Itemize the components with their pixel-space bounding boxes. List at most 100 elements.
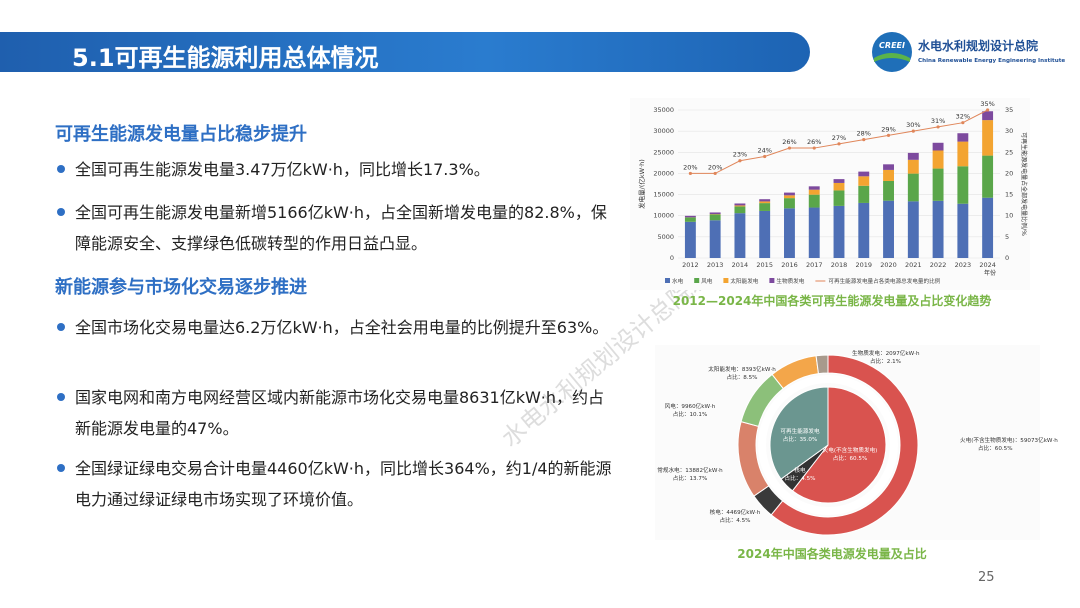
ratio-point [837,142,841,146]
ratio-point [688,171,692,176]
x-tick-label: 2018 [831,261,848,269]
ratio-point [812,146,816,150]
x-tick-label: 2019 [855,261,872,269]
legend-swatch [769,278,775,283]
y-tick-label: 10000 [653,212,674,220]
slice-label: 常规水电：13882亿kW·h [657,466,723,474]
bar-segment [784,198,795,209]
bar-segment [833,205,845,258]
logo-mark: CREEI [879,41,905,50]
inner-label: 火电(不含生物质发电) [823,446,878,454]
ratio-point [738,159,742,163]
ratio-point [787,146,792,150]
page-number: 25 [978,570,995,585]
bar-segment [982,120,994,156]
bar-segment [759,203,771,211]
chart-caption: 2012—2024年中国各类可再生能源发电量及占比变化趋势 [673,293,992,308]
legend-swatch [723,278,729,283]
inner-share: 占比：4.5% [785,474,816,482]
bar-segment [808,207,820,258]
y2-tick-label: 0 [1005,254,1009,262]
bar-segment [982,197,994,258]
bar-segment [932,142,944,151]
slice-label: 生物质发电：2097亿kW·h [852,349,920,357]
y-tick-label: 20000 [653,169,674,177]
inner-slice [791,386,887,504]
ring-gap [758,375,898,515]
ratio-point [763,154,767,159]
inner-share: 占比：60.5% [833,454,868,462]
y-tick-label: 35000 [653,106,674,114]
x-tick-label: 2017 [806,261,823,269]
y2-tick-label: 15 [1005,191,1013,199]
x-tick-label: 2022 [930,261,947,269]
bar-segment [709,214,721,221]
slice-share: 占比：4.5% [720,516,751,524]
bullet: 全国绿证绿电交易合计电量4460亿kW·h，同比增长364%，约1/4的新能源电… [57,453,615,515]
y-tick-label: 0 [670,254,674,262]
bar-segment [784,208,795,258]
bar-segment [734,213,746,258]
x-axis-label: 年份 [984,269,996,277]
x-tick-label: 2012 [682,261,699,269]
data-label: 20% [683,163,697,171]
bar-segment [734,206,746,214]
y2-axis-label: 可再生能源发电量占全部发电量比例/% [1020,132,1028,236]
ratio-point [862,138,866,142]
bar-segment [808,194,820,208]
data-label: 35% [980,100,994,108]
bar-segment [784,195,795,199]
data-label: 20% [708,163,722,171]
bar-segment [883,180,894,201]
slice-share: 占比：2.1% [870,357,901,365]
slice-share: 占比：13.7% [673,474,708,482]
ratio-point [911,129,915,133]
data-label: 31% [931,117,945,125]
data-label: 24% [757,147,771,155]
inner-label: 可再生能源发电 [780,427,820,435]
bar-segment [932,200,944,258]
legend-label: 风电 [701,277,713,285]
data-label: 29% [881,125,895,133]
y2-tick-label: 35 [1005,106,1013,114]
data-label: 26% [807,138,821,146]
bar-segment [858,202,870,258]
slice-label: 风电：9960亿kW·h [665,402,716,410]
donut-slice [770,354,919,536]
title-bar [0,32,810,72]
bullet: 全国可再生能源发电量3.47万亿kW·h，同比增长17.3%。 [57,154,615,185]
slide-title: 5.1可再生能源利用总体情况 [72,44,379,72]
y2-tick-label: 5 [1005,233,1009,241]
y2-tick-label: 10 [1005,212,1013,220]
bar-segment [833,182,845,191]
ratio-point [986,108,990,112]
bullet: 全国可再生能源发电量新增5166亿kW·h，占全国新增发电量的82.8%，保障能… [57,197,615,259]
bar-segment [883,169,894,181]
section-heading: 可再生能源发电量占比稳步提升 [55,124,307,145]
bar-segment [982,155,994,198]
x-tick-label: 2021 [905,261,922,269]
slice-share: 占比：10.1% [673,410,708,418]
slice-share: 占比：8.5% [727,373,758,381]
x-tick-label: 2015 [756,261,773,269]
inner-label: 核电 [794,466,806,474]
slice-label: 核电：4469亿kW·h [710,508,761,516]
bar-segment [734,203,746,206]
bar-segment [957,141,969,167]
legend-swatch [665,278,670,283]
data-label: 23% [733,151,747,159]
bar-segment [684,217,696,222]
bar-segment [808,186,820,190]
donut-slice [815,354,829,375]
bar-segment [858,171,870,177]
bullet: 全国市场化交易电量达6.2万亿kW·h，占全社会用电量的比例提升至63%。 [57,312,615,343]
x-tick-label: 2024 [979,261,996,269]
y-tick-label: 15000 [653,191,674,199]
data-label: 32% [956,113,970,121]
logo-cn: 水电水利规划设计总院 [918,38,1038,53]
ratio-point [961,121,965,125]
bar-segment [932,168,944,201]
bar-segment [759,210,771,258]
bar-segment [833,190,845,206]
